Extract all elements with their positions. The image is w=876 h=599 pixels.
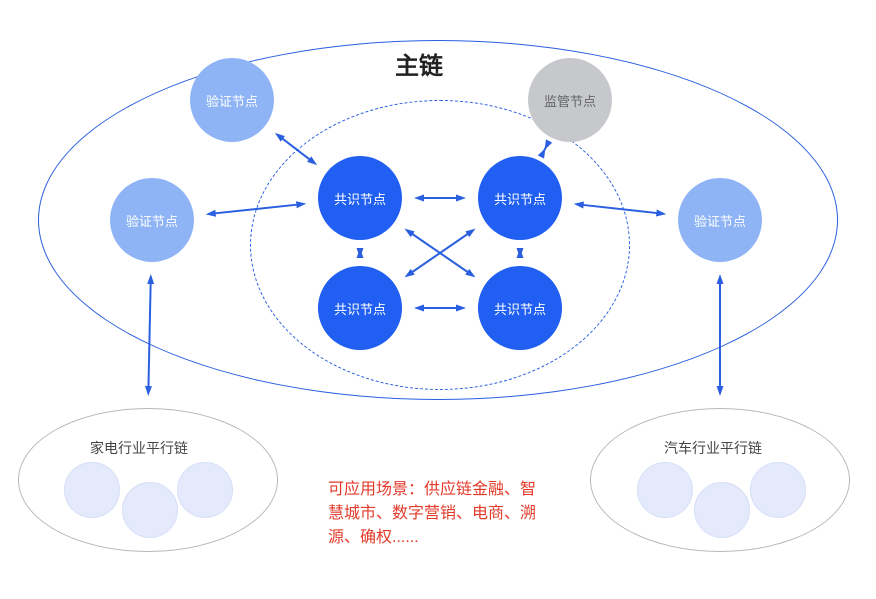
parallel-chain-node bbox=[177, 462, 233, 518]
ellipse bbox=[250, 100, 630, 390]
regulatory-node: 监管节点 bbox=[528, 58, 612, 142]
main-chain-title: 主链 bbox=[395, 46, 443, 81]
consensus-node: 共识节点 bbox=[318, 156, 402, 240]
parallel-chain-node bbox=[694, 482, 750, 538]
node-label: 验证节点 bbox=[206, 91, 258, 110]
parallel-chain-node bbox=[64, 462, 120, 518]
consensus-node: 共识节点 bbox=[478, 156, 562, 240]
node-label: 共识节点 bbox=[494, 189, 546, 208]
node-label: 验证节点 bbox=[126, 211, 178, 230]
parallel-chain-node bbox=[122, 482, 178, 538]
node-label: 共识节点 bbox=[494, 299, 546, 318]
node-label: 监管节点 bbox=[544, 91, 596, 110]
consensus-node: 共识节点 bbox=[318, 266, 402, 350]
parallel-chain-node bbox=[637, 462, 693, 518]
node-label: 共识节点 bbox=[334, 299, 386, 318]
node-label: 共识节点 bbox=[334, 189, 386, 208]
application-scenarios-caption: 可应用场景：供应链金融、智慧城市、数字营销、电商、溯源、确权...... bbox=[328, 478, 548, 550]
verify-node: 验证节点 bbox=[190, 58, 274, 142]
parallel-chain-node bbox=[750, 462, 806, 518]
node-label: 验证节点 bbox=[694, 211, 746, 230]
parallel-chain-label-right: 汽车行业平行链 bbox=[664, 438, 762, 458]
verify-node: 验证节点 bbox=[678, 178, 762, 262]
verify-node: 验证节点 bbox=[110, 178, 194, 262]
consensus-node: 共识节点 bbox=[478, 266, 562, 350]
parallel-chain-label-left: 家电行业平行链 bbox=[90, 438, 188, 458]
